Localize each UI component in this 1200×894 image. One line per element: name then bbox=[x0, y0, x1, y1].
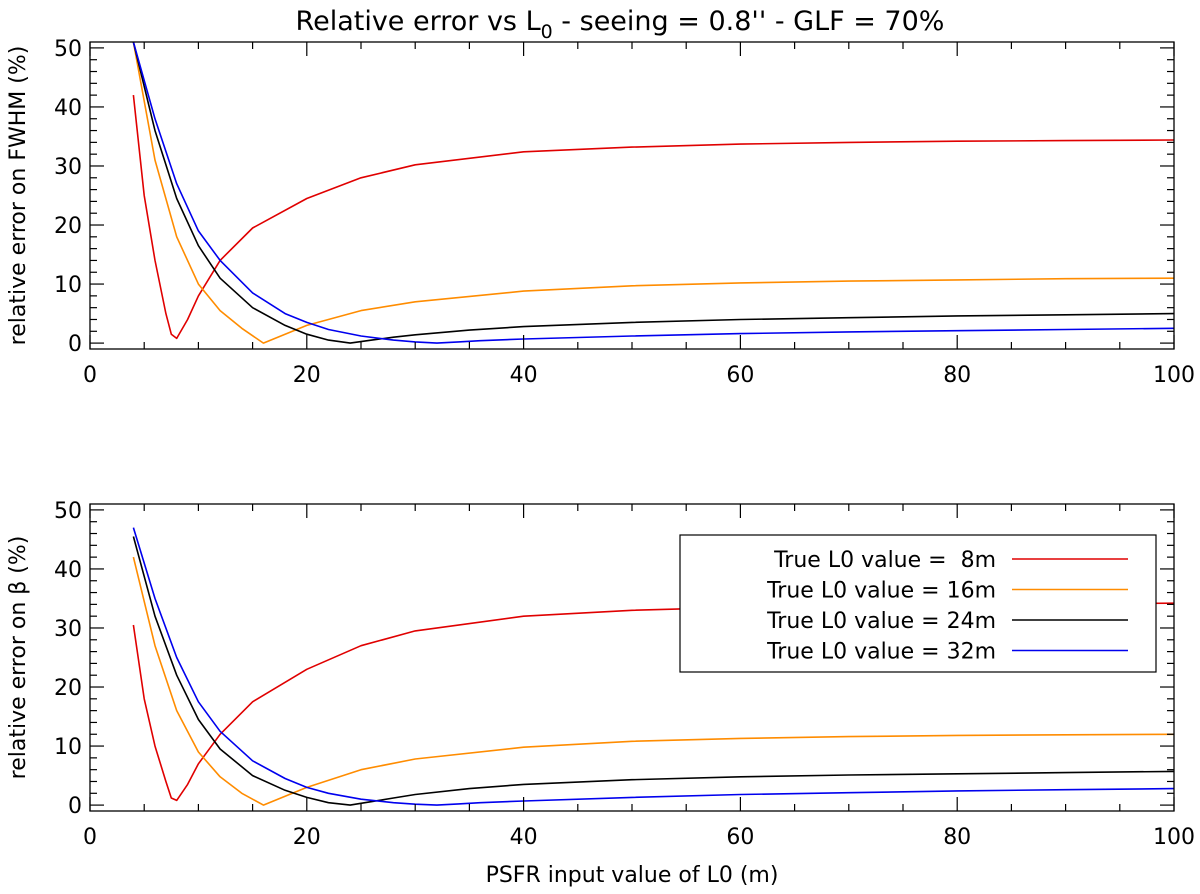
fwhm-series-layer bbox=[132, 42, 1174, 344]
fwhm-panel: 0 20 40 60 80 100 0 10 20 30 40 50 relative error o… bbox=[6, 37, 1195, 388]
legend-entry-label: True L0 value = 32m bbox=[766, 640, 996, 665]
fwhm-ticks-layer: 0 20 40 60 80 100 0 10 20 30 40 50 bbox=[54, 37, 1195, 388]
beta-x-tick-label: 100 bbox=[1153, 825, 1195, 850]
fwhm-x-tick-label: 60 bbox=[726, 363, 754, 388]
beta-series-3-line bbox=[132, 536, 1174, 806]
fwhm-series-3-line bbox=[132, 42, 1174, 344]
beta-y-tick-label: 50 bbox=[54, 499, 82, 524]
beta-y-axis-label-text: relative error on β (%) bbox=[6, 536, 31, 780]
beta-x-axis-label-text: PSFR input value of L0 (m) bbox=[486, 863, 779, 888]
legend-entry-label: True L0 value = 16m bbox=[766, 579, 996, 604]
fwhm-y-tick-label: 30 bbox=[54, 155, 82, 180]
fwhm-x-tick-label: 0 bbox=[83, 363, 97, 388]
beta-x-tick-label: 60 bbox=[726, 825, 754, 850]
fwhm-series-1-line bbox=[132, 95, 1174, 340]
legend-entry-label: True L0 value = 8m bbox=[773, 548, 996, 573]
fwhm-x-tick-label: 20 bbox=[293, 363, 321, 388]
beta-y-tick-label: 40 bbox=[54, 558, 82, 583]
beta-ticks-layer: 0 20 40 60 80 100 0 10 20 30 40 50 bbox=[54, 499, 1195, 850]
fwhm-series-4-line bbox=[132, 42, 1174, 344]
beta-x-tick-label: 20 bbox=[293, 825, 321, 850]
beta-y-tick-label: 20 bbox=[54, 676, 82, 701]
legend: True L0 value = 8m True L0 value = 16m Tru… bbox=[679, 534, 1157, 673]
beta-y-tick-label: 0 bbox=[68, 794, 82, 819]
fwhm-y-tick-label: 50 bbox=[54, 37, 82, 62]
figure-title-subscript: 0 bbox=[541, 21, 553, 43]
figure-title-suffix: - seeing = 0.8'' - GLF = 70% bbox=[553, 6, 945, 37]
beta-x-axis-label: PSFR input value of L0 (m) bbox=[486, 863, 779, 888]
beta-y-tick-label: 30 bbox=[54, 617, 82, 642]
figure-title-prefix: Relative error vs L bbox=[296, 6, 541, 37]
beta-series-4-line bbox=[132, 527, 1174, 806]
figure-title: Relative error vs L0 - seeing = 0.8'' - … bbox=[296, 6, 945, 43]
beta-y-axis-label: relative error on β (%) bbox=[6, 536, 31, 780]
fwhm-plot-frame bbox=[89, 41, 1175, 350]
fwhm-x-tick-label: 40 bbox=[510, 363, 538, 388]
legend-entry-label: True L0 value = 24m bbox=[766, 609, 996, 634]
beta-y-tick-label: 10 bbox=[54, 735, 82, 760]
fwhm-y-axis-label: relative error on FWHM (%) bbox=[6, 46, 31, 346]
fwhm-x-tick-label: 80 bbox=[943, 363, 971, 388]
fwhm-series-2-line bbox=[132, 42, 1174, 344]
beta-series-2-line bbox=[132, 556, 1174, 806]
fwhm-y-tick-label: 40 bbox=[54, 96, 82, 121]
legend-entries: True L0 value = 8m True L0 value = 16m Tru… bbox=[766, 548, 1128, 665]
beta-x-tick-label: 80 bbox=[943, 825, 971, 850]
fwhm-x-tick-label: 100 bbox=[1153, 363, 1195, 388]
beta-x-tick-label: 40 bbox=[510, 825, 538, 850]
fwhm-y-tick-label: 0 bbox=[68, 332, 82, 357]
fwhm-y-tick-label: 10 bbox=[54, 273, 82, 298]
beta-x-tick-label: 0 bbox=[83, 825, 97, 850]
fwhm-y-tick-label: 20 bbox=[54, 214, 82, 239]
legend-box bbox=[679, 534, 1157, 673]
